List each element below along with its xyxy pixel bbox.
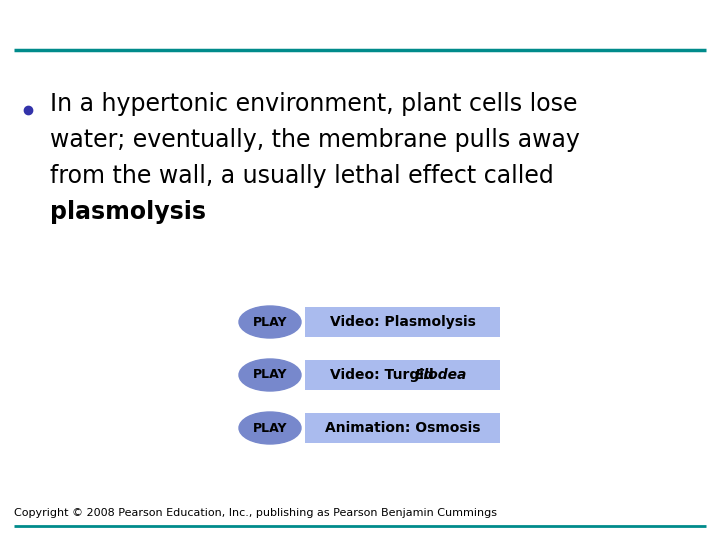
Ellipse shape xyxy=(239,359,301,391)
Text: Elodea: Elodea xyxy=(414,368,467,382)
FancyBboxPatch shape xyxy=(305,307,500,337)
Ellipse shape xyxy=(239,306,301,338)
Text: Copyright © 2008 Pearson Education, Inc., publishing as Pearson Benjamin Cumming: Copyright © 2008 Pearson Education, Inc.… xyxy=(14,508,497,518)
Ellipse shape xyxy=(239,412,301,444)
Text: Video: Plasmolysis: Video: Plasmolysis xyxy=(330,315,475,329)
Text: Animation: Osmosis: Animation: Osmosis xyxy=(325,421,480,435)
Text: Video: Turgid: Video: Turgid xyxy=(330,368,438,382)
FancyBboxPatch shape xyxy=(305,413,500,443)
Text: plasmolysis: plasmolysis xyxy=(50,200,206,224)
Text: In a hypertonic environment, plant cells lose: In a hypertonic environment, plant cells… xyxy=(50,92,577,116)
Text: water; eventually, the membrane pulls away: water; eventually, the membrane pulls aw… xyxy=(50,128,580,152)
Text: PLAY: PLAY xyxy=(253,368,287,381)
Text: PLAY: PLAY xyxy=(253,422,287,435)
Text: from the wall, a usually lethal effect called: from the wall, a usually lethal effect c… xyxy=(50,164,554,188)
Text: PLAY: PLAY xyxy=(253,315,287,328)
FancyBboxPatch shape xyxy=(305,360,500,390)
